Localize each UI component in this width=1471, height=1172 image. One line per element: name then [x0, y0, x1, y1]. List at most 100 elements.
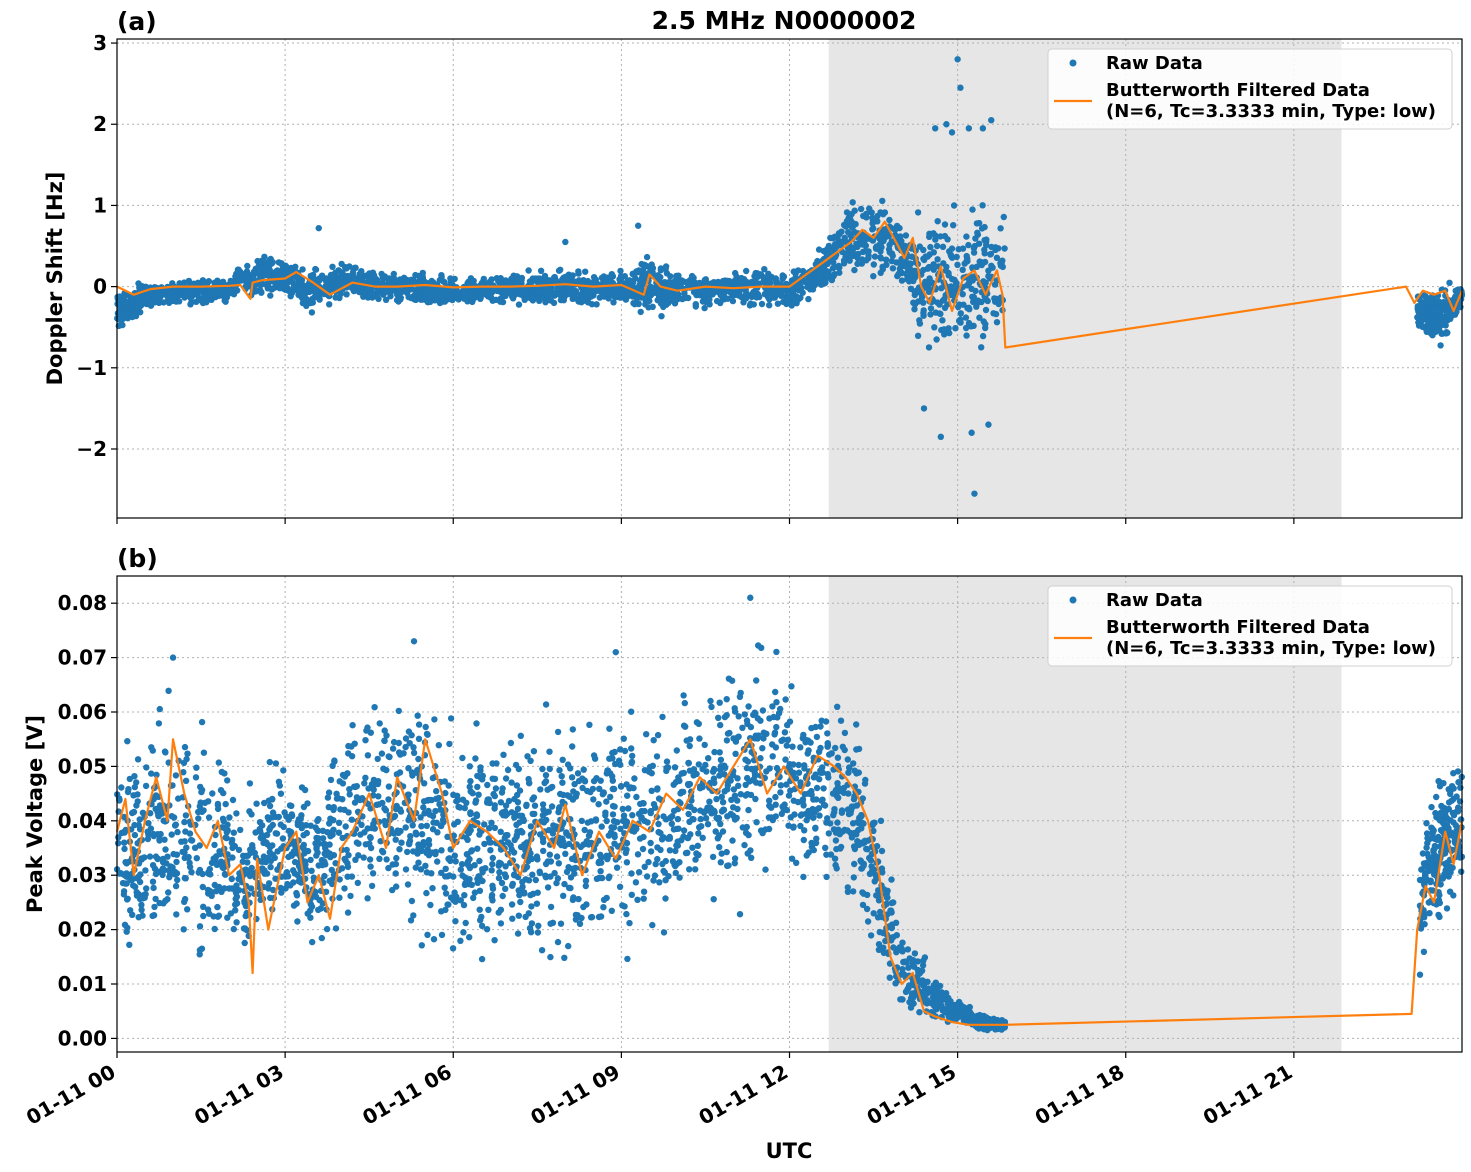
- raw-data-point: [285, 816, 292, 823]
- raw-data-point: [385, 783, 393, 790]
- raw-data-point: [626, 277, 633, 284]
- raw-data-point: [467, 778, 474, 785]
- legend-filtered-label: Butterworth Filtered Data: [1106, 80, 1370, 101]
- raw-data-point: [229, 796, 237, 804]
- raw-data-point: [841, 234, 848, 241]
- raw-data-point: [723, 848, 730, 856]
- raw-data-outlier: [634, 222, 642, 229]
- raw-data-point: [657, 267, 665, 274]
- raw-data-point: [326, 301, 333, 308]
- raw-data-point: [187, 301, 194, 308]
- raw-data-point: [667, 273, 674, 280]
- raw-data-point: [396, 769, 404, 776]
- raw-data-point: [189, 289, 197, 297]
- raw-data-point: [258, 289, 265, 296]
- raw-data-point: [876, 241, 884, 248]
- raw-data-point: [866, 205, 873, 212]
- raw-data-point: [477, 917, 484, 924]
- raw-data-point: [696, 735, 703, 742]
- raw-data-point: [165, 687, 172, 694]
- raw-data-point: [773, 648, 780, 656]
- raw-data-point: [410, 749, 418, 757]
- raw-data-point: [385, 864, 392, 872]
- raw-data-point: [478, 279, 485, 287]
- raw-data-point: [298, 812, 305, 819]
- raw-data-point: [538, 947, 546, 954]
- raw-data-point: [118, 784, 125, 791]
- raw-data-point: [941, 221, 949, 228]
- raw-data-point: [184, 906, 191, 913]
- raw-data-point: [685, 834, 692, 841]
- raw-data-point: [939, 297, 947, 304]
- raw-data-point: [933, 336, 940, 343]
- raw-data-point: [435, 742, 442, 749]
- raw-data-point: [855, 745, 863, 753]
- raw-data-point: [953, 281, 960, 288]
- raw-data-point: [356, 288, 363, 296]
- raw-data-point: [647, 292, 654, 299]
- raw-data-point: [406, 840, 413, 848]
- raw-data-point: [565, 942, 572, 950]
- raw-data-point: [193, 764, 200, 771]
- raw-data-point: [792, 270, 799, 277]
- raw-data-point: [803, 852, 810, 859]
- raw-data-point: [438, 931, 446, 939]
- raw-data-point: [521, 287, 529, 295]
- raw-data-point: [578, 291, 586, 298]
- raw-data-point: [1434, 298, 1442, 305]
- raw-data-point: [736, 693, 744, 700]
- raw-data-point: [927, 311, 934, 318]
- raw-data-point: [369, 291, 376, 298]
- raw-data-point: [173, 858, 180, 866]
- raw-data-point: [761, 290, 768, 298]
- raw-data-point: [266, 802, 274, 810]
- raw-data-point: [567, 765, 574, 772]
- raw-data-point: [553, 853, 561, 860]
- raw-data-point: [505, 797, 513, 805]
- raw-data-point: [965, 304, 972, 311]
- raw-data-point: [609, 773, 616, 780]
- raw-data-point: [930, 249, 937, 256]
- raw-data-point: [133, 892, 141, 899]
- raw-data-point: [293, 889, 300, 897]
- raw-data-point: [266, 758, 273, 766]
- raw-data-point: [164, 293, 172, 300]
- raw-data-point: [992, 310, 1000, 318]
- raw-data-point: [800, 836, 807, 844]
- raw-data-point: [918, 967, 926, 974]
- raw-data-point: [834, 703, 841, 710]
- raw-data-point: [616, 292, 623, 299]
- raw-data-point: [643, 253, 651, 261]
- raw-data-point: [854, 260, 861, 267]
- raw-data-point: [138, 301, 145, 309]
- raw-data-point: [634, 896, 641, 903]
- raw-data-point: [728, 796, 735, 804]
- raw-data-point: [370, 272, 378, 279]
- raw-data-outlier: [920, 405, 928, 412]
- raw-data-point: [842, 250, 849, 257]
- raw-data-point: [362, 774, 369, 781]
- raw-data-point: [666, 847, 674, 854]
- raw-data-point: [983, 241, 990, 249]
- raw-data-point: [774, 300, 782, 307]
- raw-data-point: [501, 871, 509, 878]
- raw-data-point: [511, 872, 518, 879]
- raw-data-point: [870, 261, 877, 268]
- raw-data-point: [125, 786, 132, 793]
- raw-data-point: [597, 851, 604, 858]
- raw-data-outlier: [979, 125, 987, 132]
- raw-data-point: [207, 287, 214, 294]
- raw-data-point: [508, 779, 515, 786]
- raw-data-outlier: [562, 238, 569, 246]
- raw-data-point: [325, 803, 332, 811]
- raw-data-point: [424, 299, 432, 306]
- raw-data-point: [358, 271, 365, 278]
- raw-data-point: [813, 784, 821, 792]
- y-tick-label: 2: [93, 112, 107, 136]
- raw-data-point: [478, 955, 486, 963]
- raw-data-point: [974, 229, 981, 236]
- raw-data-point: [610, 299, 617, 306]
- raw-data-point: [745, 806, 752, 814]
- raw-data-point: [528, 903, 535, 910]
- raw-data-point: [1414, 303, 1422, 310]
